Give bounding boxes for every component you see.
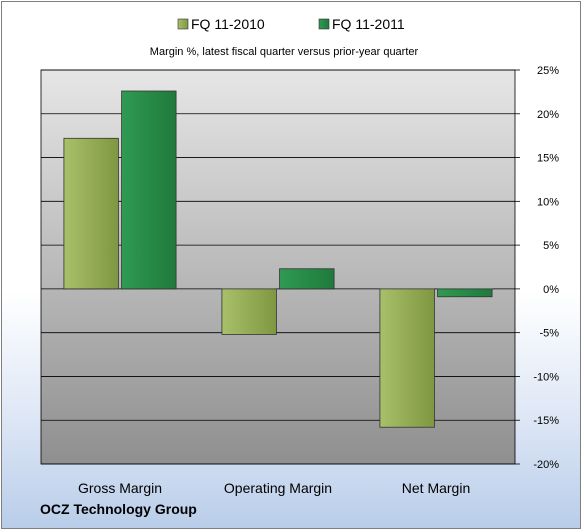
legend-label: FQ 11-2011 — [332, 16, 405, 32]
plot-area — [41, 70, 515, 464]
legend-swatch — [318, 18, 330, 30]
x-category-label: Gross Margin — [78, 480, 162, 496]
bar — [279, 268, 335, 290]
bar — [437, 288, 493, 298]
y-tick-label: 0% — [543, 284, 559, 296]
bar — [379, 288, 435, 428]
bar — [121, 90, 177, 290]
y-tick-label: -20% — [533, 459, 559, 471]
y-tick-label: -15% — [533, 415, 559, 427]
y-tick-label: 5% — [543, 240, 559, 252]
legend-label: FQ 11-2010 — [191, 16, 265, 32]
bar-layer — [63, 90, 493, 428]
bar — [221, 288, 277, 335]
chart-title: Margin %, latest fiscal quarter versus p… — [150, 46, 419, 58]
bar — [63, 137, 119, 290]
axis-layer: 25% 20% 15% 10% 5% 0% -5% -10% -15% -20% Gross Mar… — [40, 65, 559, 496]
y-tick-label: 25% — [537, 65, 559, 77]
y-tick-label: -5% — [539, 328, 559, 340]
x-category-label: Net Margin — [402, 480, 470, 496]
legend-swatch — [177, 18, 189, 30]
y-tick-label: 15% — [537, 153, 559, 165]
plot-border — [40, 69, 516, 465]
x-category-label: Operating Margin — [224, 480, 332, 496]
legend: FQ 11-2010 FQ 11-2011 — [177, 16, 405, 32]
company-label: OCZ Technology Group — [40, 501, 197, 517]
y-tick-label: -10% — [533, 371, 559, 383]
y-tick-label: 20% — [537, 109, 559, 121]
y-tick-label: 10% — [537, 196, 559, 208]
